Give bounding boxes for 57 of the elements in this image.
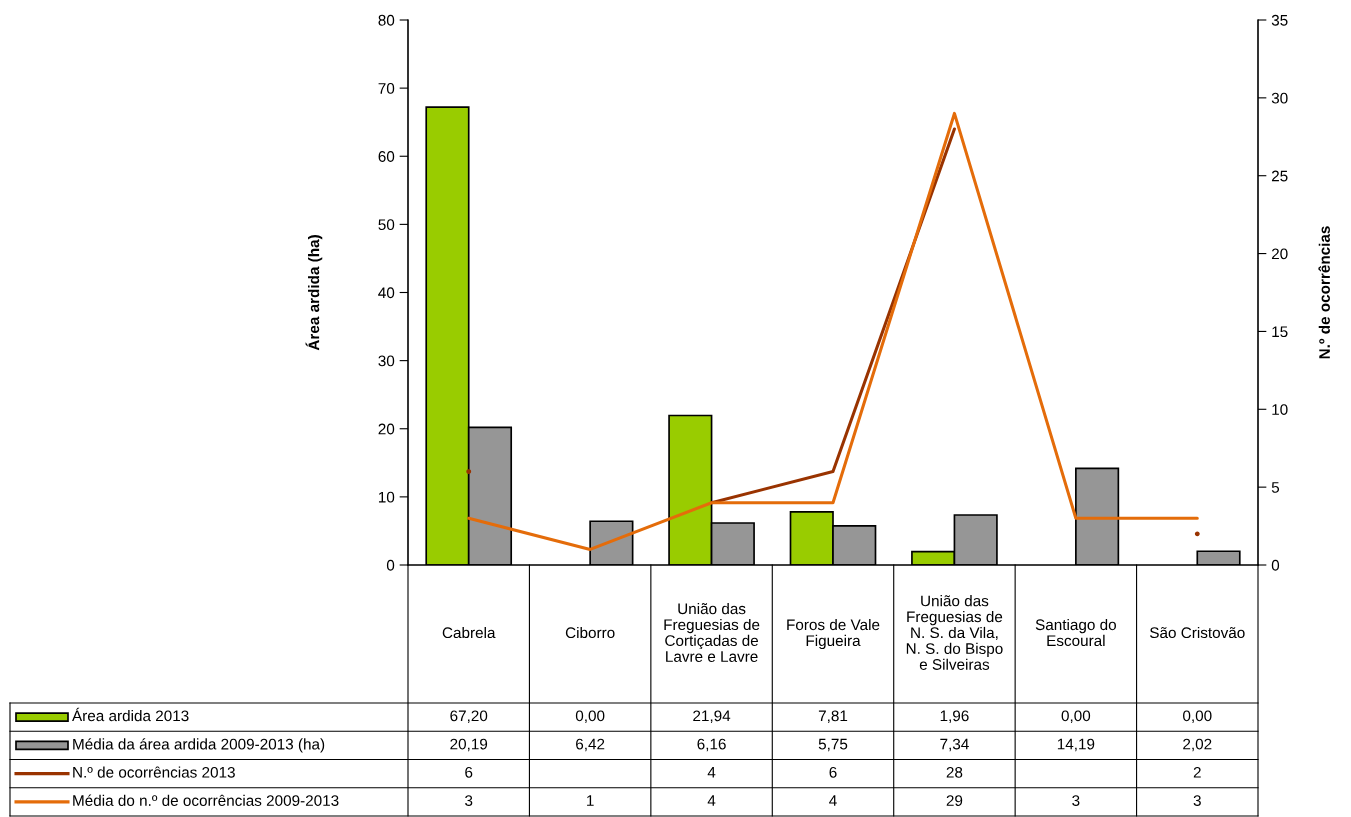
data-label: 21,94 — [693, 710, 731, 724]
data-label: 2,02 — [1183, 738, 1212, 752]
data-label: 4 — [707, 795, 716, 806]
y2-tick-label: 25 — [1271, 170, 1288, 182]
legend-label: N.º de ocorrências 2013 — [73, 766, 235, 778]
data-label: 5,75 — [818, 738, 848, 752]
data-label: 28 — [946, 766, 963, 778]
data-label: 4 — [829, 795, 837, 806]
y2-tick-label: 5 — [1271, 482, 1280, 493]
x-tick-label: Santiago do Escoural — [1035, 618, 1116, 647]
x-tick-label: União das Freguesias de N. S. da Vila, N. S. do Bispo e Silveiras — [906, 595, 1003, 670]
data-label: 1,96 — [940, 710, 969, 724]
legend-label: Média do n.º de ocorrências 2009-2013 — [73, 794, 339, 806]
y-tick-label: 0 — [386, 559, 395, 571]
y-tick-label: 10 — [378, 491, 395, 503]
data-label: 7,81 — [818, 710, 848, 724]
data-label: 0,00 — [1061, 710, 1091, 724]
x-tick-label: Foros de Vale Figueira — [787, 618, 880, 650]
data-label: 20,19 — [450, 738, 488, 752]
data-label: 4 — [707, 767, 716, 778]
y-tick-label: 60 — [378, 151, 395, 162]
data-label: 3 — [465, 795, 473, 806]
y-tick-label: 40 — [378, 287, 395, 299]
y-tick-label: 80 — [378, 14, 395, 26]
data-label: 14,19 — [1057, 738, 1095, 752]
x-tick-label: Ciborro — [565, 626, 615, 639]
x-tick-label: União das Freguesias de Cortiçadas de Lavre e Lavre — [664, 602, 760, 662]
y-tick-label: 50 — [378, 219, 395, 231]
line-series — [467, 111, 1199, 551]
data-label: 6,42 — [576, 738, 605, 752]
y2-tick-label: 20 — [1271, 248, 1288, 260]
data-label: 2 — [1193, 766, 1201, 778]
x-tick-label: Cabrela — [442, 626, 496, 639]
data-label: 0,00 — [1183, 710, 1212, 724]
data-label: 67,20 — [450, 710, 488, 724]
y-tick-label: 20 — [378, 423, 395, 435]
data-label: 29 — [946, 795, 963, 806]
data-label: 3 — [1193, 795, 1201, 806]
y2-tick-label: 10 — [1272, 404, 1288, 415]
data-label: 6,16 — [697, 738, 726, 752]
data-label: 3 — [1072, 795, 1080, 806]
y-axis-title: Área ardida (ha) — [305, 235, 323, 351]
x-tick-label: São Cristovão — [1150, 626, 1245, 639]
y2-tick-label: 15 — [1272, 326, 1288, 338]
data-label: 6 — [465, 766, 473, 778]
data-label: 1 — [587, 795, 594, 806]
data-label: 0,00 — [575, 710, 605, 724]
y-tick-label: 70 — [378, 82, 395, 94]
legend-label: Área ardida 2013 — [72, 707, 189, 722]
y2-tick-label: 35 — [1271, 14, 1288, 26]
y2-tick-label: 30 — [1271, 92, 1288, 104]
y2-tick-label: 0 — [1271, 559, 1280, 571]
data-label: 7,34 — [940, 738, 969, 752]
y-tick-label: 30 — [378, 355, 395, 367]
legend-label: Média da área ardida 2009-2013 (ha) — [73, 738, 325, 753]
y2-axis-title: N.º de ocorrências — [1318, 226, 1330, 359]
data-label: 6 — [829, 766, 837, 778]
